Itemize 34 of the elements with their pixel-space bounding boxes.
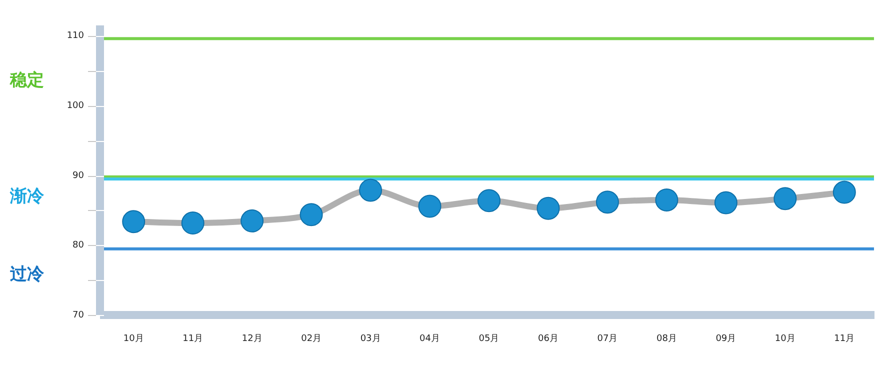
y-tick-label: 100 [66,101,84,112]
x-tick-label: 11月 [834,334,855,344]
point [478,189,500,212]
x-tick-label: 05月 [478,334,500,344]
point [240,209,264,232]
x-tick-label: 11月 [182,334,204,344]
x-tick-label: 08月 [656,334,677,344]
y-tick-label: 80 [72,240,84,251]
x-tick-label: 10月 [123,334,144,344]
point [596,190,619,214]
point [655,188,678,212]
y-tick-label: 110 [66,31,84,42]
point [536,196,560,220]
text: 过冷 [9,264,45,284]
x-tick-label: 10月 [774,334,796,344]
x-tick-label: 06月 [538,334,558,344]
x-tick-label: 04月 [420,334,440,344]
x-tick-label: 12月 [242,334,262,344]
point [300,203,323,226]
point [714,191,738,214]
point [181,212,204,235]
point [122,210,146,234]
y-tick-label: 70 [72,310,84,321]
x-tick-label: 09月 [716,334,736,344]
point [359,178,382,202]
text: 稳定 [9,70,44,90]
point [832,180,856,204]
x-tick-label: 07月 [597,334,618,344]
point [774,187,797,210]
x-tick-label: 02月 [301,334,322,344]
x-tick-label: 03月 [360,334,381,344]
y-tick-label: 90 [72,170,84,181]
point [418,194,442,218]
text: 渐冷 [9,186,45,206]
